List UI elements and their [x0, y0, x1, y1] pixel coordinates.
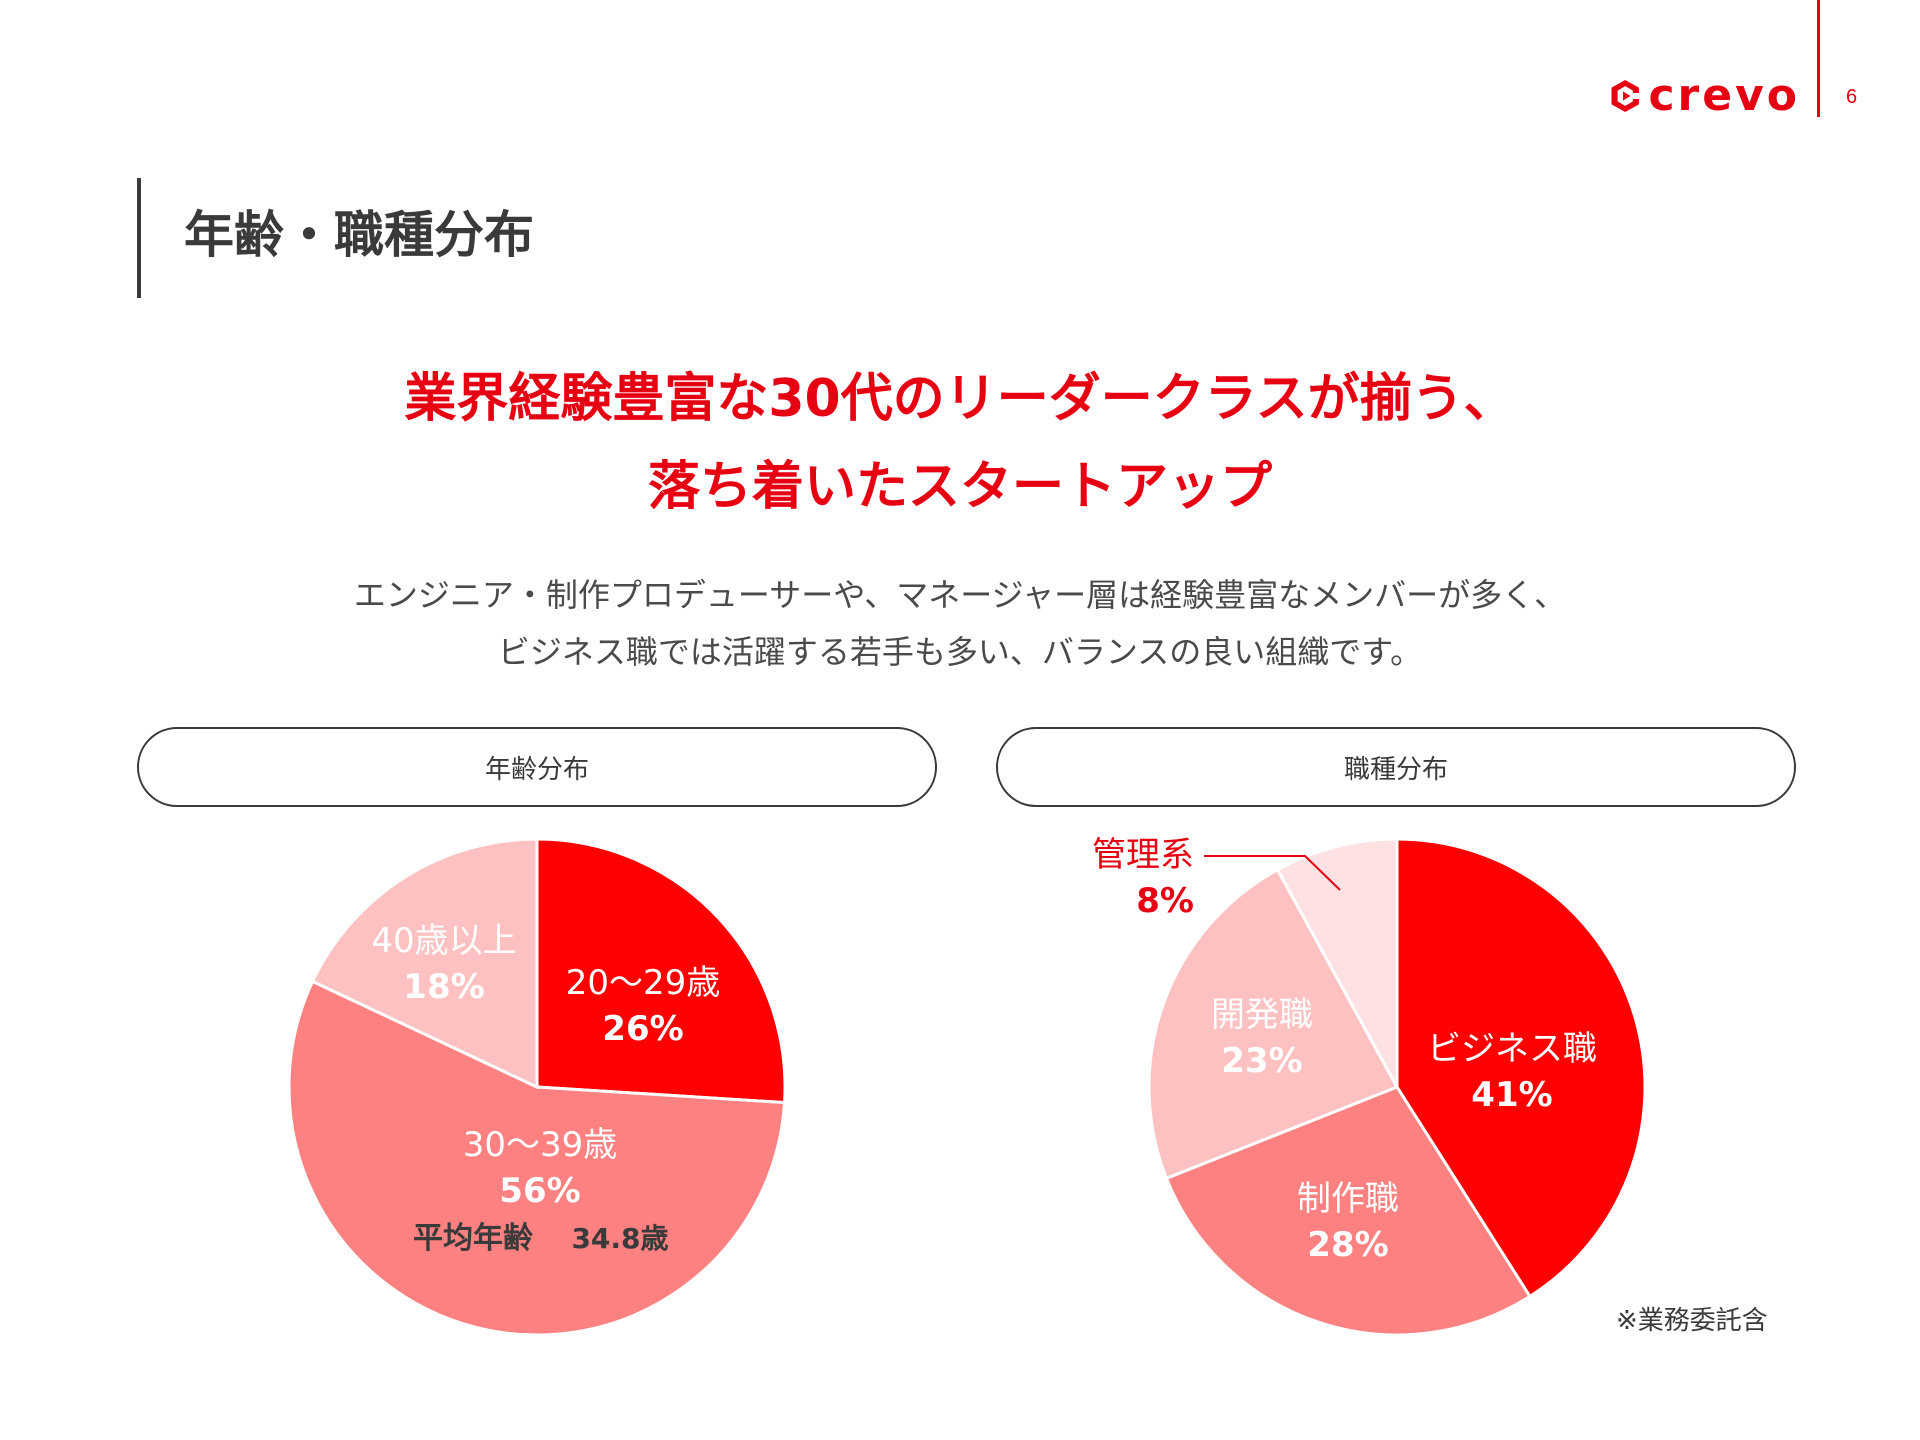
job-slice-label-development: 開発職 [1211, 995, 1313, 1035]
age-slice-label-40plus: 40歳以上 [371, 921, 516, 961]
job-slice-value-business: 41% [1471, 1075, 1552, 1115]
job-slice-label-business: ビジネス職 [1427, 1029, 1597, 1069]
job-slice-3 [1275, 837, 1399, 1088]
age-slice-label-30s: 30〜39歳 [463, 1125, 618, 1165]
page-title: 年齢・職種分布 [184, 206, 534, 264]
header-divider [1817, 0, 1820, 117]
job-slice-value-admin: 8% [1136, 881, 1194, 921]
job-slice-label-admin: 管理系 [1092, 835, 1194, 875]
job-pie-chart [1147, 837, 1647, 1337]
crevo-logo: crevo [1610, 70, 1800, 122]
job-slice-2 [1147, 867, 1400, 1181]
footnote: ※業務委託含 [1616, 1306, 1768, 1336]
page-number: 6 [1846, 86, 1858, 108]
age-pie-labels: 20〜29歳 26% 30〜39歳 56% 40歳以上 18% 平均年齢 34.… [371, 921, 720, 1256]
age-chart-title: 年齢分布 [137, 727, 937, 807]
job-chart-title: 職種分布 [996, 727, 1796, 807]
job-pie-labels: ビジネス職 41% 制作職 28% 開発職 23% 管理系 8% [1092, 835, 1597, 1265]
description-line-2: ビジネス職では活躍する若手も多い、バランスの良い組織です。 [497, 633, 1423, 671]
age-slice-label-20s: 20〜29歳 [566, 963, 721, 1003]
age-chart-title-text: 年齢分布 [484, 754, 589, 785]
age-slice-value-30s: 56% [499, 1171, 580, 1211]
age-slice-1 [287, 979, 787, 1337]
age-pie-chart [287, 837, 787, 1337]
headline-line-1: 業界経験豊富な30代のリーダークラスが揃う、 [404, 369, 1516, 429]
crevo-logo-icon [1611, 80, 1639, 112]
job-chart-title-text: 職種分布 [1343, 754, 1448, 785]
age-slice-0 [535, 837, 787, 1105]
age-slice-value-20s: 26% [602, 1009, 683, 1049]
age-slice-value-40plus: 18% [403, 967, 484, 1007]
admin-leader-line [1204, 855, 1341, 891]
job-slice-label-production: 制作職 [1297, 1179, 1399, 1219]
headline-line-2: 落ち着いたスタートアップ [647, 457, 1272, 517]
description-line-1: エンジニア・制作プロデューサーや、マネージャー層は経験豊富なメンバーが多く、 [353, 576, 1567, 614]
average-age-label: 平均年齢 [413, 1221, 533, 1256]
job-slice-value-development: 23% [1221, 1041, 1302, 1081]
job-slice-1 [1164, 1085, 1532, 1337]
age-slice-2 [310, 837, 539, 1090]
average-age-value: 34.8歳 [571, 1222, 668, 1255]
title-accent-bar [137, 178, 141, 298]
logo-text: crevo [1648, 70, 1800, 121]
job-slice-value-production: 28% [1307, 1225, 1388, 1265]
